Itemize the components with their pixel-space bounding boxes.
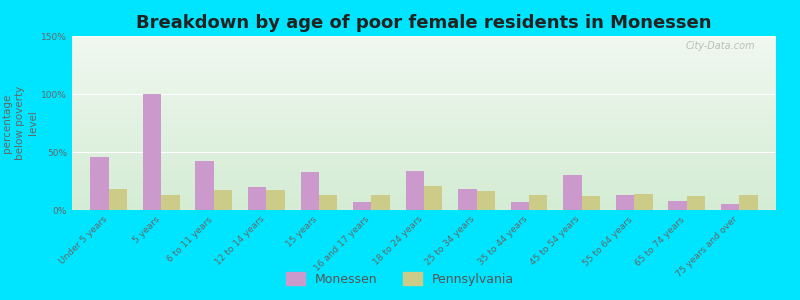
Bar — [721, 204, 739, 210]
Bar — [248, 187, 266, 210]
Bar — [406, 171, 424, 210]
Bar — [424, 186, 442, 210]
Bar — [371, 195, 390, 210]
Bar — [477, 191, 495, 210]
Bar — [563, 175, 582, 210]
Title: Breakdown by age of poor female residents in Monessen: Breakdown by age of poor female resident… — [136, 14, 712, 32]
Legend: Monessen, Pennsylvania: Monessen, Pennsylvania — [282, 267, 518, 291]
Bar — [214, 190, 232, 210]
Bar — [195, 161, 214, 210]
Bar — [109, 189, 127, 210]
Bar — [582, 196, 600, 210]
Bar — [668, 201, 686, 210]
Bar — [616, 195, 634, 210]
Bar — [301, 172, 319, 210]
Bar — [90, 157, 109, 210]
Bar — [353, 202, 371, 210]
Bar — [634, 194, 653, 210]
Bar — [458, 189, 477, 210]
Y-axis label: percentage
below poverty
level: percentage below poverty level — [2, 86, 38, 160]
Bar — [686, 196, 705, 210]
Bar — [319, 195, 338, 210]
Bar — [266, 190, 285, 210]
Bar — [529, 195, 547, 210]
Bar — [162, 195, 180, 210]
Text: City-Data.com: City-Data.com — [686, 41, 755, 51]
Bar — [739, 195, 758, 210]
Bar — [143, 94, 162, 210]
Bar — [510, 202, 529, 210]
